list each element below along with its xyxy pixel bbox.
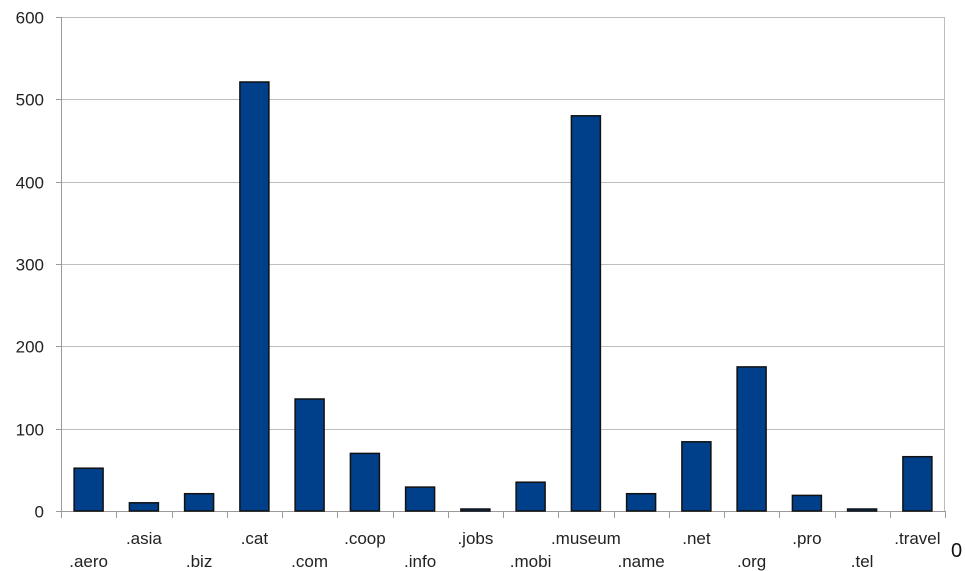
- bars: [73, 81, 933, 512]
- bar-mobi: [515, 481, 546, 512]
- bar-org: [736, 366, 767, 512]
- y-tick-label: 0: [35, 503, 44, 522]
- y-tick-label: 200: [16, 338, 44, 357]
- y-tick-labels: 0 100 200 300 400 500 600: [16, 9, 44, 522]
- bar-cat: [239, 81, 270, 512]
- x-tick-label: .org: [737, 552, 766, 571]
- x-tick-label: .asia: [126, 529, 162, 548]
- x-tick-label: .museum: [551, 529, 621, 548]
- axes: [56, 17, 946, 518]
- bar-info: [404, 486, 436, 512]
- x-tick-label: .com: [291, 552, 328, 571]
- y-tick-label: 500: [16, 91, 44, 110]
- y-tick-label: 600: [16, 9, 44, 28]
- bar-museum: [570, 115, 602, 512]
- bar-travel: [902, 455, 933, 512]
- x-tick-label: .pro: [792, 529, 821, 548]
- gridlines: [61, 17, 945, 512]
- bar-biz: [183, 492, 215, 512]
- x-tick-label: .tel: [851, 552, 874, 571]
- x-tick-label: .info: [404, 552, 436, 571]
- x-tick-label: .net: [682, 529, 711, 548]
- y-tick-label: 100: [16, 421, 44, 440]
- bar-com: [294, 398, 325, 512]
- bar-asia: [128, 502, 160, 512]
- y-tick-label: 300: [16, 256, 44, 275]
- bar-coop: [349, 452, 381, 512]
- x-tick-label: .name: [617, 552, 664, 571]
- bar-pro: [791, 494, 823, 512]
- x-tick-label: .jobs: [457, 529, 493, 548]
- x-tick-label: .aero: [69, 552, 108, 571]
- x-tick-label: .biz: [186, 552, 212, 571]
- bar-tel: [846, 508, 878, 512]
- x-tick-label: .travel: [894, 529, 940, 548]
- bar-jobs: [460, 508, 491, 512]
- bar-aero: [73, 467, 104, 512]
- x-tick-label: .cat: [241, 529, 269, 548]
- x-tick-labels: .aero .asia .biz .cat .com .coop .info .jobs .mo…: [69, 529, 940, 571]
- x-tick-label: .mobi: [510, 552, 552, 571]
- corner-label: 0: [951, 540, 963, 562]
- bar-net: [681, 441, 712, 512]
- y-tick-label: 400: [16, 174, 44, 193]
- bar-name: [625, 492, 657, 512]
- x-tick-label: .coop: [344, 529, 386, 548]
